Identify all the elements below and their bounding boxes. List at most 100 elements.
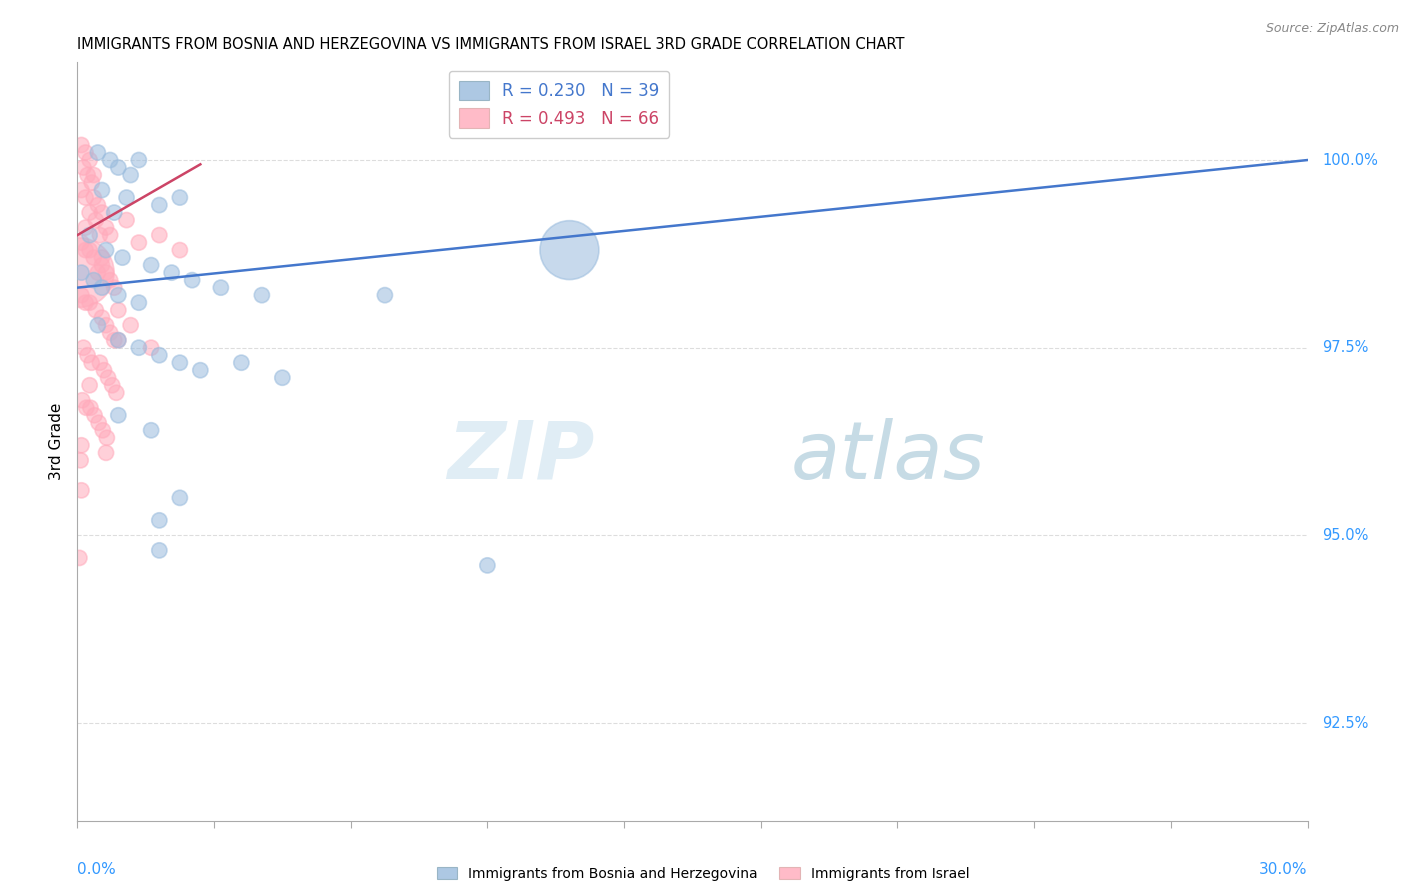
Point bbox=[148, 543, 170, 558]
Point bbox=[87, 198, 110, 212]
Point bbox=[250, 288, 273, 302]
Point bbox=[128, 153, 150, 167]
Point bbox=[90, 205, 114, 219]
Point bbox=[209, 280, 232, 294]
Point bbox=[79, 295, 101, 310]
Point bbox=[75, 220, 97, 235]
Point bbox=[76, 348, 98, 362]
Point bbox=[75, 243, 97, 257]
Point bbox=[141, 258, 163, 272]
Point bbox=[115, 190, 138, 204]
Point bbox=[80, 356, 103, 370]
Point bbox=[98, 153, 121, 167]
Point bbox=[103, 280, 125, 294]
Point bbox=[79, 243, 101, 257]
Point bbox=[111, 251, 134, 265]
Point bbox=[374, 288, 396, 302]
Point bbox=[160, 266, 183, 280]
Point bbox=[128, 341, 150, 355]
Text: ZIP: ZIP bbox=[447, 417, 595, 496]
Point bbox=[80, 176, 103, 190]
Point bbox=[90, 310, 114, 325]
Point bbox=[103, 333, 125, 347]
Point bbox=[70, 266, 93, 280]
Point bbox=[87, 318, 110, 333]
Point bbox=[94, 318, 117, 333]
Point bbox=[271, 370, 294, 384]
Point bbox=[79, 228, 101, 243]
Text: IMMIGRANTS FROM BOSNIA AND HERZEGOVINA VS IMMIGRANTS FROM ISRAEL 3RD GRADE CORRE: IMMIGRANTS FROM BOSNIA AND HERZEGOVINA V… bbox=[77, 37, 905, 52]
Point bbox=[169, 356, 191, 370]
Point bbox=[69, 453, 91, 467]
Point bbox=[93, 363, 115, 377]
Point bbox=[83, 409, 105, 423]
Point bbox=[107, 303, 129, 318]
Point bbox=[98, 273, 121, 287]
Point bbox=[188, 363, 212, 377]
Text: 0.0%: 0.0% bbox=[77, 863, 117, 878]
Point bbox=[89, 228, 111, 243]
Point bbox=[181, 273, 204, 287]
Point bbox=[98, 326, 121, 340]
Point bbox=[70, 393, 93, 408]
Point bbox=[97, 370, 120, 384]
Point bbox=[90, 280, 114, 294]
Point bbox=[107, 288, 129, 302]
Point bbox=[477, 558, 499, 573]
Point bbox=[67, 266, 90, 280]
Point bbox=[90, 251, 114, 265]
Point bbox=[90, 258, 114, 272]
Point bbox=[94, 446, 117, 460]
Point bbox=[87, 266, 110, 280]
Point bbox=[76, 168, 98, 182]
Point bbox=[83, 273, 105, 287]
Point bbox=[84, 213, 107, 227]
Point bbox=[96, 431, 118, 445]
Point bbox=[75, 190, 97, 204]
Point bbox=[72, 161, 94, 175]
Point bbox=[70, 235, 93, 250]
Point bbox=[70, 183, 93, 197]
Point bbox=[107, 409, 129, 423]
Point bbox=[141, 341, 163, 355]
Text: 30.0%: 30.0% bbox=[1260, 863, 1308, 878]
Point bbox=[94, 266, 117, 280]
Point bbox=[83, 251, 105, 265]
Point bbox=[79, 153, 101, 167]
Point bbox=[75, 401, 97, 415]
Point bbox=[101, 378, 124, 392]
Point bbox=[79, 205, 101, 219]
Point bbox=[83, 190, 105, 204]
Point bbox=[107, 333, 129, 347]
Point bbox=[67, 550, 90, 565]
Point bbox=[94, 243, 117, 257]
Text: atlas: atlas bbox=[792, 417, 986, 496]
Point bbox=[107, 333, 129, 347]
Point bbox=[72, 341, 94, 355]
Point bbox=[70, 438, 93, 452]
Point bbox=[91, 423, 114, 437]
Point bbox=[75, 295, 97, 310]
Point bbox=[79, 378, 101, 392]
Point bbox=[148, 348, 170, 362]
Point bbox=[70, 483, 93, 498]
Point bbox=[148, 198, 170, 212]
Point bbox=[558, 243, 581, 257]
Point bbox=[148, 513, 170, 527]
Point bbox=[70, 288, 93, 302]
Point bbox=[169, 190, 191, 204]
Text: Source: ZipAtlas.com: Source: ZipAtlas.com bbox=[1265, 22, 1399, 36]
Text: 95.0%: 95.0% bbox=[1323, 528, 1368, 543]
Point bbox=[103, 205, 125, 219]
Point bbox=[70, 138, 93, 153]
Point bbox=[115, 213, 138, 227]
Text: 97.5%: 97.5% bbox=[1323, 340, 1368, 355]
Point bbox=[83, 168, 105, 182]
Point bbox=[148, 228, 170, 243]
Point bbox=[169, 491, 191, 505]
Point bbox=[75, 145, 97, 160]
Point bbox=[79, 401, 101, 415]
Point bbox=[87, 145, 110, 160]
Point bbox=[120, 168, 142, 182]
Y-axis label: 3rd Grade: 3rd Grade bbox=[49, 403, 65, 480]
